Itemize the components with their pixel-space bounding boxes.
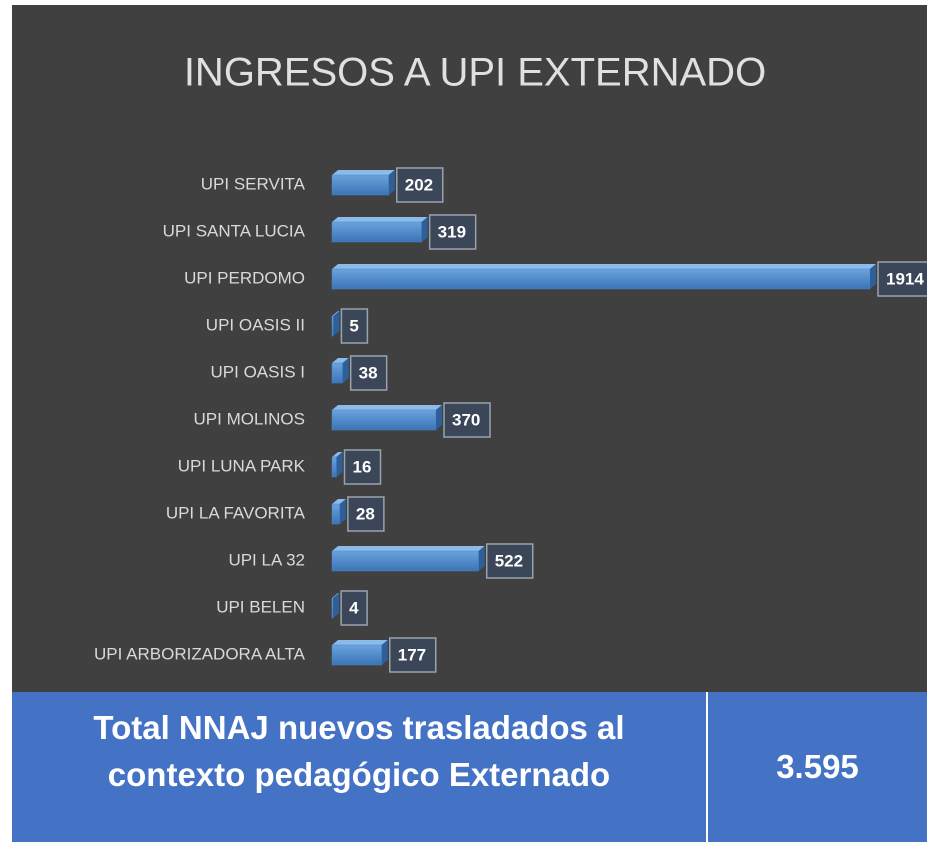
category-label: UPI MOLINOS <box>194 409 305 428</box>
data-label-box <box>396 167 444 203</box>
data-label-box <box>443 402 491 438</box>
category-label: UPI ARBORIZADORA ALTA <box>94 644 306 663</box>
category-label: UPI PERDOMO <box>184 268 305 287</box>
data-label-box <box>485 543 534 579</box>
bar-top <box>332 170 395 175</box>
data-label-box <box>877 261 927 297</box>
data-label: 16 <box>352 457 371 476</box>
data-label-box <box>428 214 477 250</box>
category-label: UPI LA 32 <box>228 550 305 569</box>
bar <box>331 456 337 478</box>
bar-top <box>332 452 343 457</box>
data-label: 28 <box>356 504 375 523</box>
table-cell: 3.595 <box>708 692 927 842</box>
bar <box>331 550 479 572</box>
bar <box>331 268 871 290</box>
bar-side <box>336 452 343 477</box>
bar-group <box>331 499 346 525</box>
bar-group <box>331 311 340 337</box>
bar-side <box>388 170 395 195</box>
bar-top <box>332 264 876 269</box>
bar <box>331 597 334 619</box>
bar-group <box>331 452 343 478</box>
bar-group <box>331 264 876 290</box>
bar-top <box>332 311 340 316</box>
data-label: 1914 <box>886 269 924 288</box>
bar-top <box>332 499 346 504</box>
chart-background <box>12 5 927 692</box>
total-table: Total NNAJ nuevos trasladados al context… <box>12 692 927 842</box>
table-cell-text: 3.595 <box>776 748 859 785</box>
data-label: 370 <box>452 410 480 429</box>
data-label: 5 <box>349 316 358 335</box>
table-cell-text: Total NNAJ nuevos trasladados al context… <box>93 709 625 793</box>
bar-side <box>870 264 876 289</box>
category-label: UPI SERVITA <box>201 174 306 193</box>
bar-group <box>331 405 443 431</box>
bar-side <box>381 640 388 665</box>
data-label: 202 <box>405 175 433 194</box>
bar-group <box>331 593 340 619</box>
table-cell: Total NNAJ nuevos trasladados al context… <box>12 692 708 842</box>
bar-top <box>332 217 428 222</box>
bar-group <box>331 217 428 243</box>
bar-group <box>331 358 349 384</box>
data-label: 177 <box>398 645 426 664</box>
data-label-box <box>340 590 368 626</box>
bar-group <box>331 546 485 572</box>
bar-group <box>331 170 395 196</box>
bar <box>331 315 334 337</box>
bar-group <box>331 640 388 666</box>
data-label-box <box>389 637 437 673</box>
category-label: UPI LA FAVORITA <box>166 503 306 522</box>
data-label-box <box>343 449 382 485</box>
bar-top <box>332 640 388 645</box>
bar <box>331 409 437 431</box>
data-label: 319 <box>438 222 466 241</box>
category-label: UPI BELEN <box>216 597 305 616</box>
bar-side <box>478 546 485 571</box>
bar <box>331 503 341 525</box>
data-label-box <box>349 355 388 391</box>
bar-side <box>339 499 346 524</box>
category-label: UPI OASIS I <box>211 362 305 381</box>
chart-title: INGRESOS A UPI EXTERNADO <box>184 51 766 95</box>
bar-side <box>421 217 428 242</box>
bar <box>331 174 390 196</box>
data-label-box <box>347 496 385 532</box>
bar-side <box>436 405 443 430</box>
chart: INGRESOS A UPI EXTERNADO UPI SERVITA 202 U… <box>12 5 927 692</box>
data-label: 38 <box>359 363 378 382</box>
bar-side <box>342 358 349 383</box>
bar <box>331 221 422 243</box>
bar-top <box>332 546 485 551</box>
category-label: UPI SANTA LUCIA <box>163 221 306 240</box>
bar-side <box>333 593 340 618</box>
category-label: UPI LUNA PARK <box>178 456 306 475</box>
data-label-box <box>340 308 369 344</box>
bar-side <box>333 311 340 336</box>
data-label: 4 <box>349 598 359 617</box>
bar <box>331 362 343 384</box>
bar-top <box>332 593 340 598</box>
data-label: 522 <box>495 551 523 570</box>
bar-top <box>332 405 443 410</box>
category-label: UPI OASIS II <box>206 315 305 334</box>
bar-top <box>332 358 349 363</box>
bar <box>331 644 383 666</box>
